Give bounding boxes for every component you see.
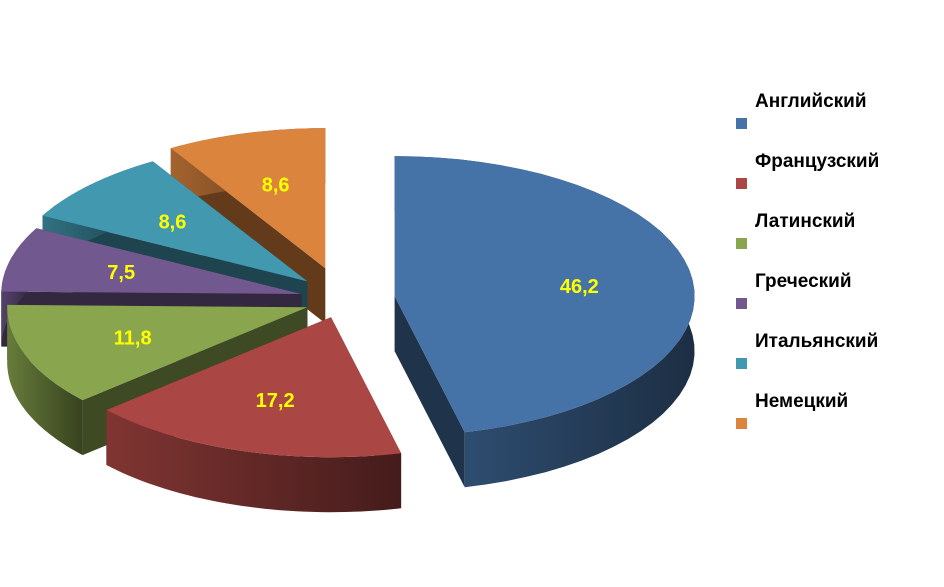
slice-top: [394, 156, 695, 433]
slice-side-face: [394, 296, 465, 488]
legend-item: Французский: [736, 151, 879, 232]
legend-swatch: [736, 238, 747, 249]
data-label: 17,2: [256, 390, 295, 412]
pie-slice-2: [106, 317, 402, 513]
data-label: 8,6: [262, 175, 290, 197]
data-label: 8,6: [159, 212, 187, 234]
slice-top: [7, 304, 308, 401]
legend-label: Латинский: [755, 211, 856, 232]
slice-top: [42, 161, 308, 282]
slice-top: [1, 228, 302, 294]
legend-label: Греческий: [755, 271, 852, 292]
legend-swatch: [736, 118, 747, 129]
legend-item: Греческий: [736, 271, 879, 352]
legend-label: Французский: [755, 151, 880, 172]
legend: Английский Французский Латинский Греческий И…: [736, 91, 879, 472]
legend-label: Итальянский: [755, 331, 879, 352]
data-label: 11,8: [114, 327, 152, 349]
legend-item: Латинский: [736, 211, 879, 292]
legend-item: Немецкий: [736, 391, 879, 472]
slice-outer-wall: [106, 410, 402, 513]
legend-swatch: [736, 358, 747, 369]
legend-swatch: [736, 178, 747, 189]
legend-item: Английский: [736, 91, 879, 172]
slice-outer-wall: [7, 304, 83, 456]
legend-label: Немецкий: [755, 391, 849, 412]
slice-top: [170, 128, 326, 269]
data-label: 46,2: [560, 276, 599, 298]
legend-swatch: [736, 298, 747, 309]
legend-label: Английский: [755, 91, 867, 112]
data-label: 7,5: [107, 262, 135, 284]
pie-slice-1: [394, 156, 695, 488]
slice-top: [106, 317, 402, 458]
legend-item: Итальянский: [736, 331, 879, 412]
legend-swatch: [736, 418, 747, 429]
